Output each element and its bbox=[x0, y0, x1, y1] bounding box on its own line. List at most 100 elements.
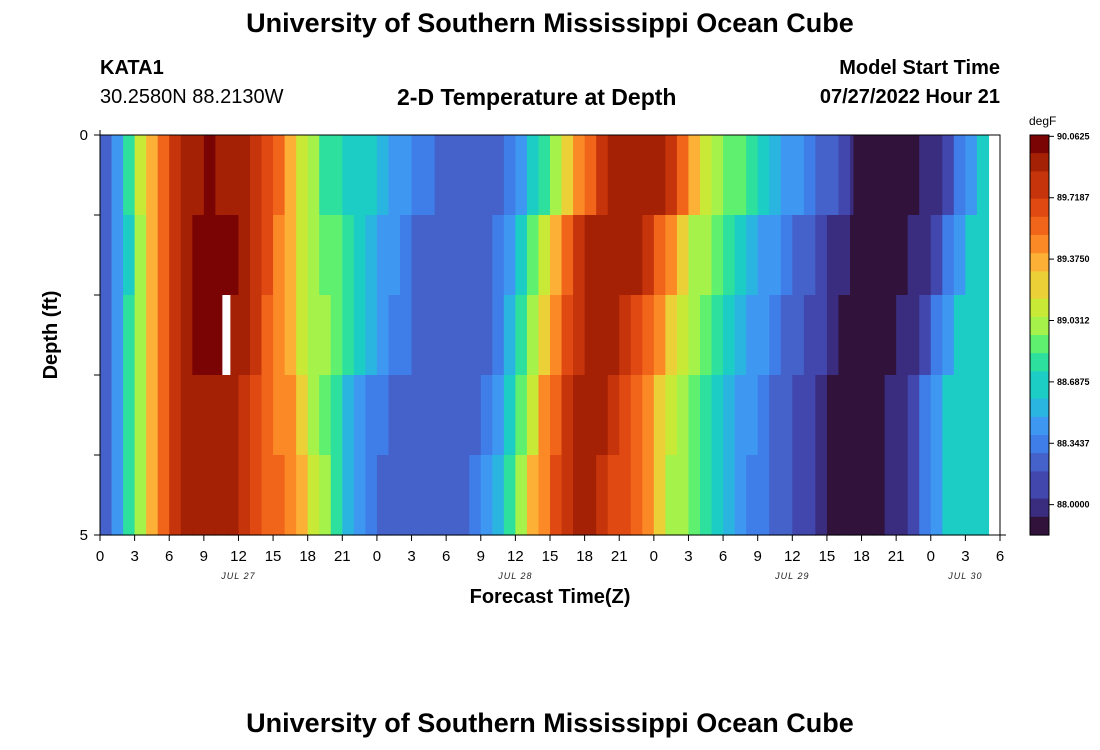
heatmap-cell bbox=[376, 375, 390, 456]
heatmap-cell bbox=[457, 295, 470, 376]
heatmap-cell bbox=[226, 455, 240, 536]
heatmap-cell bbox=[203, 455, 216, 536]
heatmap-cell bbox=[769, 215, 782, 296]
x-axis-label: Forecast Time(Z) bbox=[470, 586, 631, 608]
heatmap-cell bbox=[853, 135, 863, 216]
heatmap-cell bbox=[446, 215, 459, 296]
heatmap-cell bbox=[169, 455, 182, 536]
heatmap-cell bbox=[688, 135, 701, 216]
heatmap-cell bbox=[492, 375, 505, 456]
heatmap-cell bbox=[780, 215, 793, 296]
heatmap-cell bbox=[526, 375, 540, 456]
heatmap-cell bbox=[480, 455, 493, 536]
heatmap-cell bbox=[250, 215, 263, 296]
heatmap-cell bbox=[676, 135, 690, 216]
x-tick-label: 0 bbox=[927, 548, 935, 565]
x-tick-label: 18 bbox=[853, 548, 870, 565]
colorbar-segment bbox=[1030, 244, 1049, 254]
heatmap-cell bbox=[492, 215, 505, 296]
heatmap-cell bbox=[688, 375, 701, 456]
heatmap-cell bbox=[434, 295, 447, 376]
heatmap-cell bbox=[261, 375, 274, 456]
heatmap-cell bbox=[976, 375, 990, 456]
heatmap-cell bbox=[180, 135, 193, 216]
heatmap-cell bbox=[157, 295, 170, 376]
heatmap-cell bbox=[653, 455, 666, 536]
heatmap-cell bbox=[665, 375, 678, 456]
heatmap-cell bbox=[423, 455, 436, 536]
heatmap-cell bbox=[919, 135, 932, 216]
heatmap-cell bbox=[146, 135, 159, 216]
heatmap-cell bbox=[111, 135, 124, 216]
heatmap-cell bbox=[307, 135, 320, 216]
heatmap-cell bbox=[342, 295, 355, 376]
heatmap-cell bbox=[642, 375, 655, 456]
heatmap-cell bbox=[330, 215, 343, 296]
heatmap-cell bbox=[769, 455, 782, 536]
heatmap-cell bbox=[838, 295, 851, 376]
heatmap-cell bbox=[123, 295, 136, 376]
heatmap-cell bbox=[342, 215, 355, 296]
heatmap-cell bbox=[596, 295, 609, 376]
heatmap-cell bbox=[515, 215, 528, 296]
colorbar-segment bbox=[1030, 453, 1049, 463]
colorbar-segment bbox=[1030, 335, 1049, 345]
heatmap-cell bbox=[192, 295, 205, 376]
heatmap-cell bbox=[330, 135, 343, 216]
x-tick-label: 12 bbox=[784, 548, 801, 565]
heatmap-cell bbox=[457, 455, 470, 536]
heatmap-cell bbox=[550, 455, 563, 536]
heatmap-cell bbox=[515, 135, 528, 216]
heatmap-cell bbox=[261, 135, 274, 216]
heatmap-cell bbox=[157, 375, 170, 456]
heatmap-cell bbox=[653, 295, 666, 376]
heatmap-cell bbox=[884, 135, 897, 216]
x-tick-label: 0 bbox=[96, 548, 104, 565]
heatmap-cell bbox=[780, 375, 793, 456]
heatmap-cell bbox=[584, 295, 597, 376]
heatmap-cell bbox=[480, 295, 493, 376]
heatmap-cell bbox=[688, 455, 701, 536]
heatmap-cell bbox=[700, 295, 713, 376]
heatmap-cell bbox=[942, 375, 955, 456]
heatmap-cell bbox=[480, 215, 493, 296]
colorbar-unit: degF bbox=[1029, 114, 1056, 128]
x-tick-label: 21 bbox=[888, 548, 905, 565]
heatmap-cell bbox=[769, 295, 782, 376]
heatmap-cell bbox=[573, 455, 586, 536]
colorbar-segment bbox=[1030, 135, 1049, 145]
colorbar-segment bbox=[1030, 525, 1049, 536]
heatmap-cell bbox=[884, 295, 897, 376]
heatmap-cell bbox=[423, 135, 436, 216]
heatmap-cell bbox=[319, 455, 332, 536]
heatmap-cell bbox=[273, 375, 286, 456]
heatmap-cell bbox=[342, 455, 355, 536]
colorbar-segment bbox=[1030, 425, 1049, 436]
heatmap-cell bbox=[538, 295, 551, 376]
heatmap-cell bbox=[930, 215, 943, 296]
heatmap-cell bbox=[296, 375, 309, 456]
heatmap-cell bbox=[919, 295, 932, 376]
heatmap-cell bbox=[700, 215, 713, 296]
heatmap-cell bbox=[550, 375, 563, 456]
heatmap-cell bbox=[700, 455, 713, 536]
heatmap-cell bbox=[538, 135, 551, 216]
heatmap-cell bbox=[619, 375, 632, 456]
heatmap-cell bbox=[792, 135, 805, 216]
heatmap-cell bbox=[573, 215, 586, 296]
colorbar-segment bbox=[1030, 235, 1049, 245]
heatmap-cell bbox=[896, 215, 909, 296]
colorbar-tick-label: 88.6875 bbox=[1057, 377, 1090, 387]
heatmap-cell bbox=[203, 215, 216, 296]
colorbar-segment bbox=[1030, 216, 1049, 227]
heatmap-cell bbox=[423, 215, 436, 296]
colorbar-segment bbox=[1030, 253, 1049, 263]
colorbar-segment bbox=[1030, 462, 1049, 472]
heatmap-cell bbox=[330, 295, 343, 376]
heatmap-cell bbox=[492, 135, 505, 216]
heatmap-cell bbox=[400, 455, 413, 536]
heatmap-cell bbox=[711, 135, 724, 216]
colorbar-segment bbox=[1030, 380, 1049, 391]
heatmap-cell bbox=[965, 455, 978, 536]
heatmap-cell bbox=[850, 135, 855, 216]
